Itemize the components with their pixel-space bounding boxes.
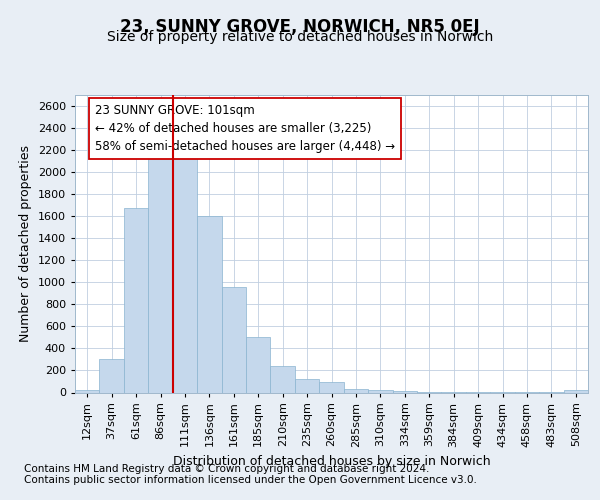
Bar <box>100 360 124 392</box>
Bar <box>148 156 173 392</box>
Text: 23 SUNNY GROVE: 101sqm
← 42% of detached houses are smaller (3,225)
58% of semi-: 23 SUNNY GROVE: 101sqm ← 42% of detached… <box>95 104 395 153</box>
Bar <box>75 390 100 392</box>
X-axis label: Distribution of detached houses by size in Norwich: Distribution of detached houses by size … <box>173 455 490 468</box>
Bar <box>124 208 148 392</box>
Bar <box>563 390 588 392</box>
Bar <box>319 382 344 392</box>
Text: Contains public sector information licensed under the Open Government Licence v3: Contains public sector information licen… <box>24 475 477 485</box>
Text: Size of property relative to detached houses in Norwich: Size of property relative to detached ho… <box>107 30 493 44</box>
Bar <box>173 156 197 392</box>
Bar <box>368 390 392 392</box>
Bar <box>344 388 368 392</box>
Text: 23, SUNNY GROVE, NORWICH, NR5 0EJ: 23, SUNNY GROVE, NORWICH, NR5 0EJ <box>120 18 480 36</box>
Bar <box>197 216 221 392</box>
Text: Contains HM Land Registry data © Crown copyright and database right 2024.: Contains HM Land Registry data © Crown c… <box>24 464 430 474</box>
Y-axis label: Number of detached properties: Number of detached properties <box>19 145 32 342</box>
Bar <box>246 338 271 392</box>
Bar <box>221 286 246 393</box>
Bar <box>295 380 319 392</box>
Bar <box>271 366 295 392</box>
